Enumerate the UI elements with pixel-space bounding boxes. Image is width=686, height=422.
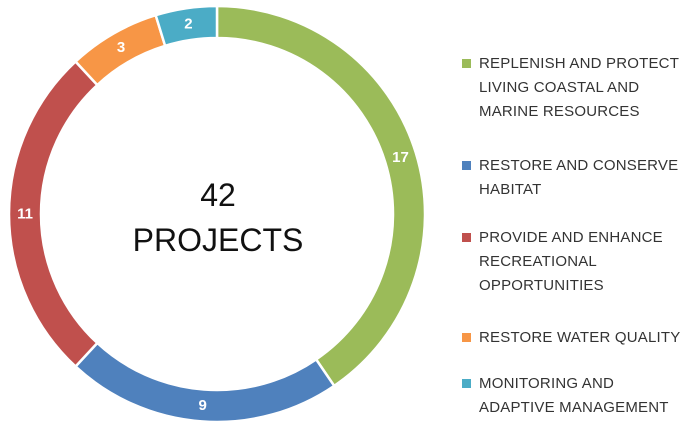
legend-label: PROVIDE AND ENHANCE RECREATIONAL OPPORTU… xyxy=(479,229,663,294)
legend-swatch xyxy=(462,379,471,388)
legend-swatch xyxy=(462,161,471,170)
legend-label: MONITORING AND ADAPTIVE MANAGEMENT xyxy=(479,375,669,416)
legend-swatch xyxy=(462,333,471,342)
center-value: 42 xyxy=(200,177,236,213)
slice-label: 3 xyxy=(117,39,125,56)
slice-label: 17 xyxy=(392,149,409,166)
legend-item: RESTORE WATER QUALITY xyxy=(462,326,686,350)
legend-swatch xyxy=(462,59,471,68)
legend-label: RESTORE AND CONSERVE HABITAT xyxy=(479,157,679,198)
slice-label: 2 xyxy=(184,16,192,33)
donut-slice xyxy=(154,4,219,48)
slice-label: 9 xyxy=(198,397,206,414)
donut-slice xyxy=(215,4,427,388)
legend-item: RESTORE AND CONSERVE HABITAT xyxy=(462,154,686,202)
center-label: PROJECTS xyxy=(133,222,304,258)
legend-label: RESTORE WATER QUALITY xyxy=(479,329,681,346)
legend-item: REPLENISH AND PROTECT LIVING COASTAL AND… xyxy=(462,52,686,124)
slice-label: 11 xyxy=(17,206,33,223)
legend-item: MONITORING AND ADAPTIVE MANAGEMENT xyxy=(462,372,686,420)
legend-label: REPLENISH AND PROTECT LIVING COASTAL AND… xyxy=(479,55,679,120)
legend-item: PROVIDE AND ENHANCE RECREATIONAL OPPORTU… xyxy=(462,226,686,298)
legend-swatch xyxy=(462,233,471,242)
